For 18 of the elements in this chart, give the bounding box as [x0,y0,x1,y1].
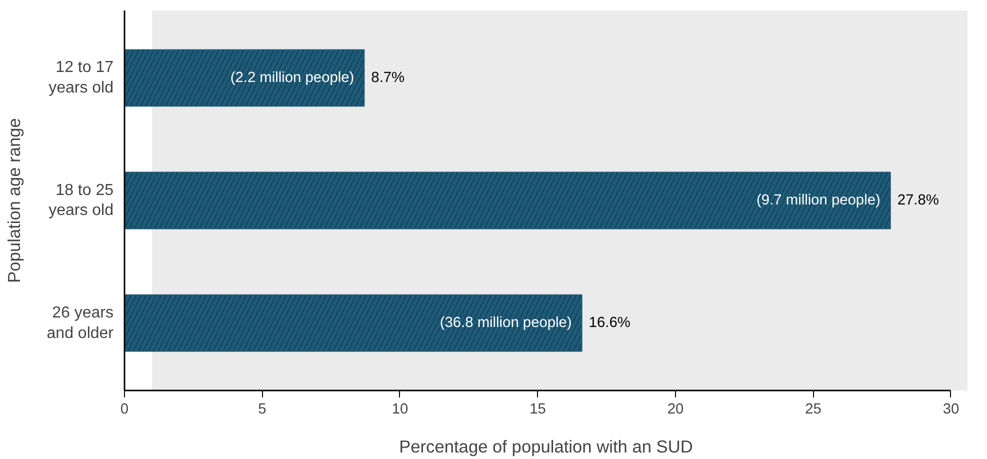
x-tick-label: 10 [392,402,408,418]
y-tick-label: 12 to 17 years old [48,59,114,97]
annotation: (9.7 million people) [756,192,880,208]
y-tick-label: 26 years and older [46,304,114,342]
x-tick-label: 5 [258,402,266,418]
x-tick-label: 30 [942,402,960,418]
x-tick-label: 15 [530,402,546,418]
data-label: 8.7% [371,70,405,86]
x-tick-label: 20 [667,402,684,418]
data-label: 27.8% [897,192,939,208]
annotation: (2.2 million people) [230,70,354,86]
y-axis-title: Population age range [4,118,24,283]
x-tick-label: 0 [120,402,129,418]
y-tick-label: 18 to 25 years old [48,182,114,220]
x-tick-label: 25 [805,402,822,418]
x-axis-title: Percentage of population with an SUD [399,436,693,456]
data-label: 16.6% [588,315,630,332]
annotation: (36.8 million people) [440,315,572,332]
